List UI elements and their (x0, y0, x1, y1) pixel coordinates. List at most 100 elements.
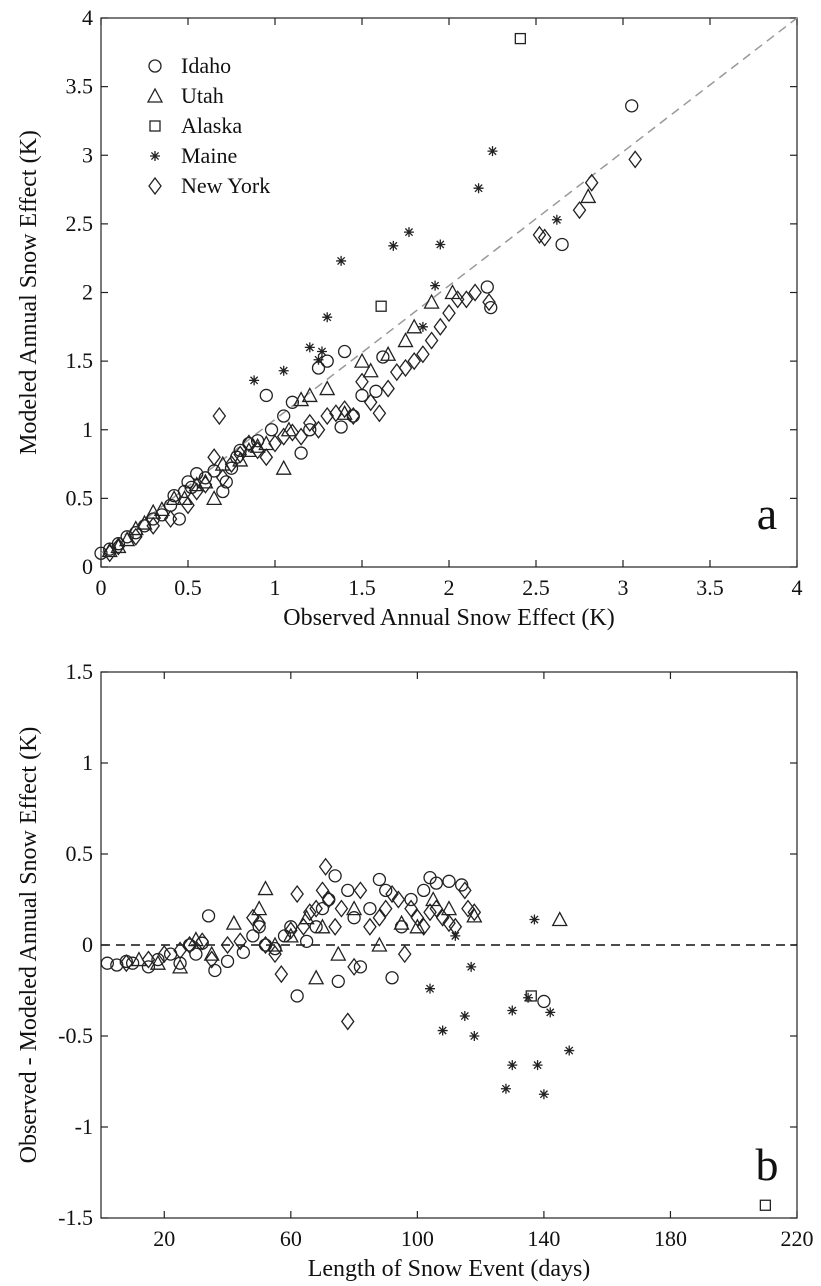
panel-b-new-york-point (340, 1012, 355, 1031)
panel-a-new-york-point (128, 527, 143, 546)
panel-b-new-york-point (423, 903, 437, 922)
panel-a-y-tick-label: 0.5 (66, 485, 94, 510)
panel-a-series-idaho (94, 99, 639, 560)
panel-b-new-york-point (258, 935, 273, 955)
panel-a-maine-point (304, 342, 315, 353)
panel-b-new-york-point (195, 932, 210, 951)
panel-b-utah-point (330, 945, 347, 961)
panel-a-utah-point (406, 318, 423, 334)
panel-a-idaho-point (334, 420, 348, 434)
panel-b-utah-point (346, 900, 363, 916)
panel-a-y-tick-label: 1.5 (66, 348, 94, 373)
panel-b-utah-point (257, 880, 274, 896)
panel-a-x-tick-label: 3.5 (696, 575, 724, 600)
panel-a-new-york-point (102, 544, 117, 563)
legend: Idaho Utah Alaska Maine New York (146, 53, 270, 198)
legend-marker-utah (146, 87, 164, 103)
panel-b-new-york-point (429, 899, 444, 918)
panel-b-x-tick-label: 220 (781, 1226, 814, 1251)
panel-b-y-tick-label: 1 (82, 750, 93, 775)
panel-b-new-york-point (328, 917, 342, 936)
panel-a-idaho-point (337, 344, 352, 359)
panel-a-y-tick-label: 4 (82, 5, 93, 30)
panel-b-idaho-point (347, 911, 361, 925)
panel-b-idaho-point (252, 920, 266, 934)
panel-b-new-york-point (458, 881, 472, 900)
panel-a-new-york-point (268, 434, 282, 453)
panel-b-y-tick-label: -1.5 (58, 1205, 93, 1230)
panel-a-idaho-point (484, 300, 498, 315)
panel-b-utah-point (149, 954, 167, 970)
panel-a-maine-point (403, 227, 414, 238)
panel-a-new-york-point (416, 345, 430, 364)
panel-b-new-york-point (302, 903, 317, 922)
panel-b-utah-point (393, 914, 410, 930)
panel-a-idaho-point (294, 446, 308, 460)
legend-marker-new-york (148, 176, 162, 196)
panel-a-utah-point (119, 531, 136, 547)
panel-a-new-york-point (572, 201, 587, 220)
panel-b-y-axis-label: Observed - Modeled Annual Snow Effect (K… (16, 727, 42, 1164)
panel-b-idaho-point (372, 872, 387, 887)
panel-b-new-york-point (385, 884, 399, 904)
panel-a-new-york-point (407, 352, 422, 371)
panel-b-maine-point (529, 914, 540, 925)
panel-a-new-york-point (215, 468, 230, 487)
panel-b-series-alaska (525, 990, 772, 1211)
panel-b-new-york-point (363, 917, 377, 936)
panel-b-x-tick-label: 140 (527, 1226, 560, 1251)
panel-b-maine-point (545, 1007, 556, 1018)
panel-a-idaho-point (264, 423, 279, 437)
panel-a-alaska-point (514, 32, 526, 45)
panel-a-x-tick-label: 0.5 (174, 575, 202, 600)
panel-a-new-york-point (424, 331, 439, 350)
panel-b-new-york-point (268, 945, 282, 964)
panel-b-y-tick-label: -1 (75, 1114, 93, 1139)
panel-b-new-york-point (246, 908, 260, 927)
panel-a-new-york-point (433, 317, 448, 336)
legend-marker-idaho (148, 59, 162, 73)
panel-a-maine-point (278, 365, 289, 376)
panel-a-new-york-point (163, 509, 178, 529)
legend-item-alaska: Alaska (149, 113, 242, 138)
panel-b-utah-point (308, 969, 325, 985)
panel-b-new-york-point (391, 890, 406, 909)
panel-a-x-tick-label: 2 (444, 575, 455, 600)
panel-a-new-york-point (381, 379, 395, 398)
panel-b-new-york-point (347, 957, 361, 976)
panel-a-maine-point (313, 354, 324, 365)
panel-b-utah-point (282, 927, 299, 943)
panel-b-new-york-point (448, 917, 463, 936)
legend-label-maine: Maine (181, 143, 237, 168)
panel-b-new-york-point (315, 881, 330, 900)
legend-label-idaho: Idaho (181, 53, 231, 78)
panel-b-idaho-point (363, 901, 377, 916)
panel-a-y-tick-label: 2 (82, 280, 93, 305)
panel-a-maine-point (473, 183, 484, 194)
panel-b-idaho-point (429, 876, 443, 890)
panel-b-idaho-point (385, 971, 399, 985)
panel-a-new-york-point (233, 445, 248, 464)
panel-a-new-york-point (181, 496, 195, 515)
panel-b-idaho-point (442, 874, 456, 888)
panel-a-utah-point (165, 490, 183, 506)
legend-marker-alaska (149, 120, 161, 132)
panel-a-x-axis-label: Observed Annual Snow Effect (K) (283, 605, 614, 631)
panel-a-utah-point (206, 490, 223, 506)
panel-b-y-tick-label: 0.5 (66, 841, 94, 866)
panel-b-utah-point (203, 945, 220, 961)
panel-b-new-york-point (296, 917, 311, 936)
panel-a-y-tick-label: 0 (82, 554, 93, 579)
panel-b-idaho-point (299, 934, 314, 949)
panel-b-idaho-point (341, 883, 355, 898)
panel-a-idaho-point (94, 546, 108, 560)
panel-a-reference-line (100, 17, 798, 554)
panel-b-new-york-point (141, 950, 156, 969)
panel-b-utah-point (371, 936, 388, 952)
panel-b-idaho-point (236, 945, 251, 959)
panel-a-idaho-point (376, 350, 390, 364)
panel-a-y-tick-label: 3.5 (66, 74, 94, 99)
panel-a-new-york-point (346, 406, 361, 426)
panel-b-alaska-point (759, 1199, 772, 1211)
panel-a-maine-point (435, 239, 446, 250)
